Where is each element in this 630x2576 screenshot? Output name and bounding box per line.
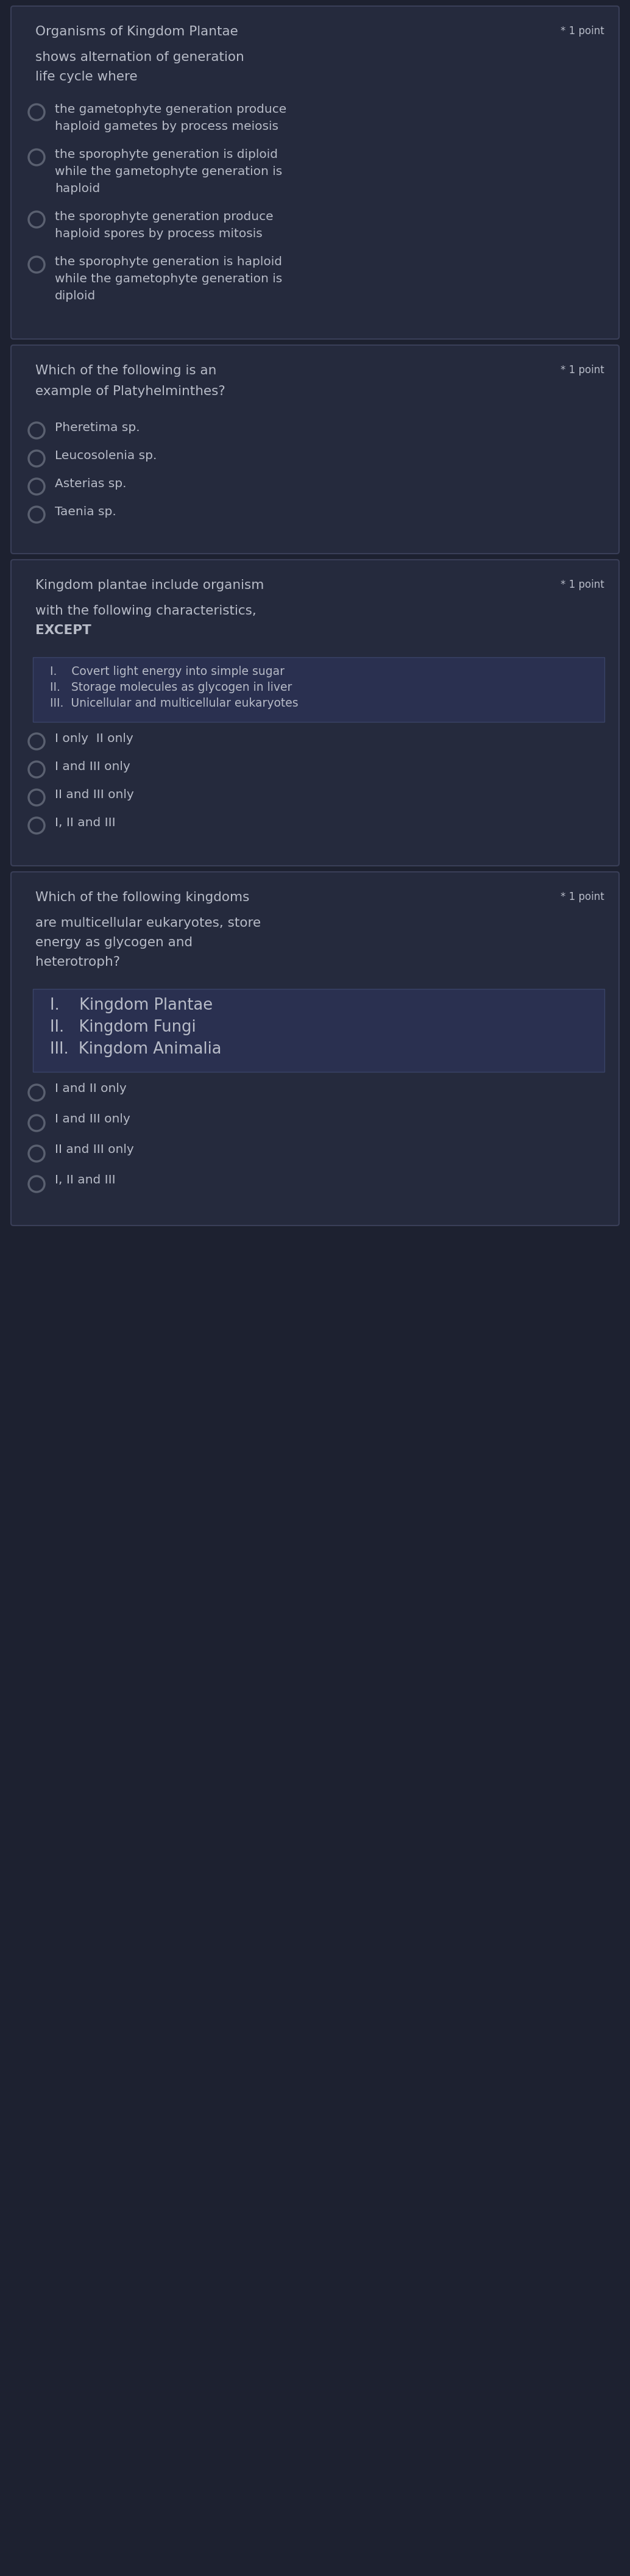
Text: II.   Storage molecules as glycogen in liver: II. Storage molecules as glycogen in liv…: [50, 683, 292, 693]
Text: * 1 point: * 1 point: [561, 891, 604, 902]
Text: I, II and III: I, II and III: [55, 1175, 115, 1185]
Text: haploid gametes by process meiosis: haploid gametes by process meiosis: [55, 121, 278, 131]
Text: I only  II only: I only II only: [55, 732, 134, 744]
Text: I and III only: I and III only: [55, 760, 130, 773]
Text: example of Platyhelminthes?: example of Platyhelminthes?: [35, 386, 226, 397]
FancyBboxPatch shape: [11, 5, 619, 340]
Text: haploid: haploid: [55, 183, 100, 196]
Text: Taenia sp.: Taenia sp.: [55, 505, 116, 518]
Text: the sporophyte generation produce: the sporophyte generation produce: [55, 211, 273, 222]
Text: the sporophyte generation is haploid: the sporophyte generation is haploid: [55, 255, 282, 268]
Text: Pheretima sp.: Pheretima sp.: [55, 422, 140, 433]
Text: are multicellular eukaryotes, store: are multicellular eukaryotes, store: [35, 917, 261, 930]
Text: energy as glycogen and: energy as glycogen and: [35, 938, 193, 948]
Text: I and III only: I and III only: [55, 1113, 130, 1126]
Text: Leucosolenia sp.: Leucosolenia sp.: [55, 451, 157, 461]
Text: I and II only: I and II only: [55, 1082, 127, 1095]
FancyBboxPatch shape: [33, 989, 604, 1072]
FancyBboxPatch shape: [11, 345, 619, 554]
Text: Which of the following kingdoms: Which of the following kingdoms: [35, 891, 249, 904]
Text: * 1 point: * 1 point: [561, 366, 604, 376]
Text: III.  Unicellular and multicellular eukaryotes: III. Unicellular and multicellular eukar…: [50, 698, 299, 708]
Text: II and III only: II and III only: [55, 788, 134, 801]
Text: II.   Kingdom Fungi: II. Kingdom Fungi: [50, 1020, 196, 1036]
Text: Kingdom plantae include organism: Kingdom plantae include organism: [35, 580, 264, 592]
Text: diploid: diploid: [55, 291, 96, 301]
Text: the sporophyte generation is diploid: the sporophyte generation is diploid: [55, 149, 278, 160]
Text: with the following characteristics,: with the following characteristics,: [35, 605, 256, 618]
Text: EXCEPT: EXCEPT: [35, 623, 91, 636]
Text: shows alternation of generation: shows alternation of generation: [35, 52, 244, 64]
Text: the gametophyte generation produce: the gametophyte generation produce: [55, 103, 287, 116]
Text: while the gametophyte generation is: while the gametophyte generation is: [55, 165, 282, 178]
Text: I, II and III: I, II and III: [55, 817, 115, 829]
Text: heterotroph?: heterotroph?: [35, 956, 120, 969]
Text: life cycle where: life cycle where: [35, 70, 137, 82]
Text: * 1 point: * 1 point: [561, 26, 604, 36]
Text: Organisms of Kingdom Plantae: Organisms of Kingdom Plantae: [35, 26, 238, 39]
Text: I.    Kingdom Plantae: I. Kingdom Plantae: [50, 997, 213, 1012]
FancyBboxPatch shape: [11, 871, 619, 1226]
Text: haploid spores by process mitosis: haploid spores by process mitosis: [55, 229, 263, 240]
Text: I.    Covert light energy into simple sugar: I. Covert light energy into simple sugar: [50, 665, 285, 677]
Text: III.  Kingdom Animalia: III. Kingdom Animalia: [50, 1041, 222, 1056]
FancyBboxPatch shape: [33, 657, 604, 721]
Text: II and III only: II and III only: [55, 1144, 134, 1157]
FancyBboxPatch shape: [11, 559, 619, 866]
Text: while the gametophyte generation is: while the gametophyte generation is: [55, 273, 282, 286]
Text: Which of the following is an: Which of the following is an: [35, 366, 217, 376]
Text: * 1 point: * 1 point: [561, 580, 604, 590]
Text: Asterias sp.: Asterias sp.: [55, 479, 127, 489]
